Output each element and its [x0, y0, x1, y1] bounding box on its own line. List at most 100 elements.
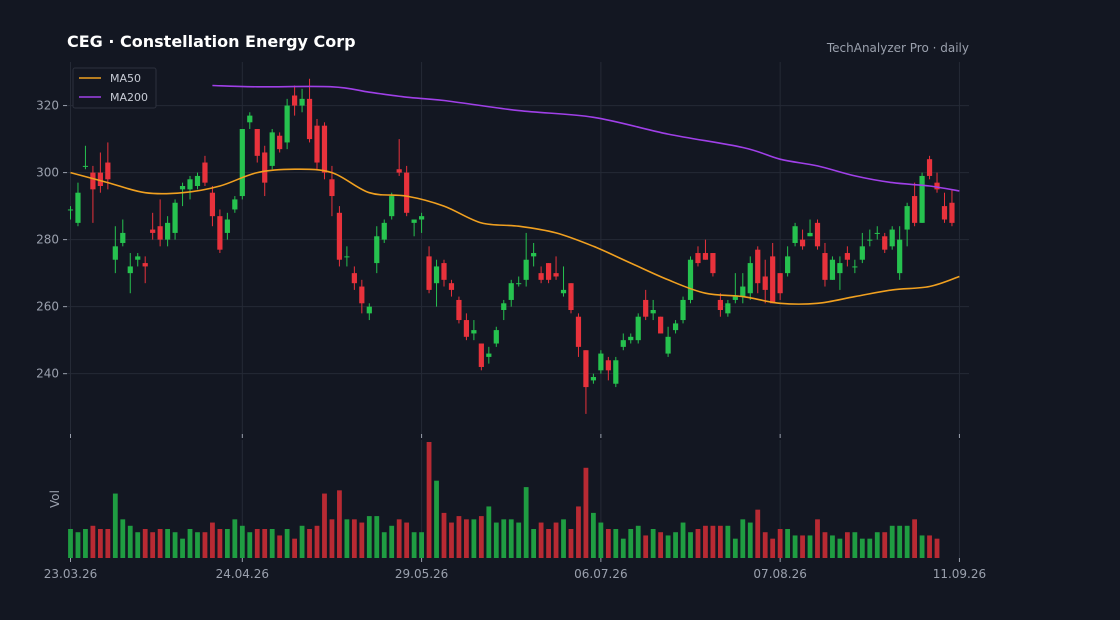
legend: MA50 MA200 [72, 67, 157, 109]
volume-bar [374, 516, 380, 558]
candle-body [314, 125, 320, 163]
volume-bar [912, 519, 918, 558]
candle-body [814, 222, 821, 247]
candle-body [396, 169, 402, 173]
volume-bar [90, 525, 96, 558]
volume-bar [135, 532, 141, 558]
volume-bar [904, 525, 910, 558]
candle-body [777, 273, 783, 294]
candle-body [120, 232, 126, 243]
candle-body [105, 162, 111, 180]
date-tick-label: 06.07.26 [574, 567, 627, 581]
candle-body [516, 283, 522, 285]
volume-bar [359, 522, 365, 558]
volume-bar [419, 532, 424, 558]
volume-bar [277, 535, 283, 558]
volume-bar [292, 538, 297, 558]
candle-body [799, 239, 806, 247]
candle-body [568, 283, 574, 310]
volume-bar [239, 525, 245, 558]
volume-bar [337, 490, 342, 558]
volume-bar [710, 525, 716, 558]
candle-body [867, 239, 873, 241]
candle-body [351, 273, 357, 284]
candle-body [882, 236, 888, 250]
volume-bar [538, 522, 544, 558]
volume-bar [449, 522, 454, 558]
volume-bar [120, 519, 126, 558]
candle-body [254, 129, 260, 156]
candle-body [650, 310, 656, 314]
candle-body [426, 256, 432, 290]
date-tick-label: 29.05.26 [395, 567, 448, 581]
volume-bar [546, 529, 551, 558]
candle-body [172, 202, 178, 233]
candle-body [912, 196, 918, 223]
volume-bar [605, 529, 611, 558]
volume-bar [187, 529, 193, 558]
volume-bar [897, 525, 903, 558]
volume-bar [844, 532, 850, 558]
volume-bar [284, 529, 290, 558]
volume-bar [717, 525, 723, 558]
candle-body [658, 316, 664, 334]
volume-bar [620, 538, 626, 558]
candle-body [67, 209, 74, 211]
candle-body [635, 316, 641, 341]
price-tick-label: 320 [36, 99, 59, 113]
volume-bar [815, 519, 820, 558]
volume-bar [262, 529, 268, 558]
candle-body [672, 323, 679, 331]
volume-bar [830, 535, 835, 558]
volume-bar [396, 519, 402, 558]
volume-bar [471, 519, 477, 558]
ma200-line [212, 84, 960, 192]
candle-body [613, 360, 619, 384]
volume-bar [389, 525, 395, 558]
volume-bar [889, 525, 895, 558]
candle-body [306, 98, 313, 140]
volume-bar [740, 519, 746, 558]
volume-bar [762, 532, 768, 558]
volume-bar [927, 535, 932, 558]
candle-body [844, 253, 850, 260]
volume-bar [523, 487, 529, 558]
candle-body [142, 263, 148, 267]
candle-body [508, 283, 514, 300]
candle-body [523, 259, 529, 280]
ma50-line [70, 168, 960, 305]
candle-body [837, 263, 843, 274]
volume-bar [852, 532, 858, 558]
candle-body [374, 236, 380, 264]
candle-body [643, 299, 649, 317]
volume-bar [770, 538, 776, 558]
candle-body [934, 182, 940, 190]
candle-body [135, 256, 141, 260]
volume-bar [643, 535, 649, 558]
date-tick-label: 11.09.26 [933, 567, 986, 581]
candle-body [732, 296, 738, 300]
candle-body [359, 286, 365, 304]
price-tick-label: 240 [36, 367, 59, 381]
candle-body [770, 256, 776, 304]
candle-body [725, 303, 731, 314]
candle-body [740, 286, 746, 297]
candle-body [194, 175, 201, 186]
candle-body [418, 216, 425, 220]
volume-bar [165, 529, 171, 558]
volume-bar [68, 529, 73, 558]
candle-body [157, 226, 163, 240]
candle-body [545, 263, 552, 280]
candle-body [441, 263, 447, 280]
candle-body [598, 353, 604, 371]
candle-body [389, 196, 395, 217]
candle-body [478, 343, 484, 367]
candle-body [531, 253, 537, 257]
candle-body [366, 306, 372, 314]
volume-bar [195, 532, 200, 558]
candle-body [217, 216, 223, 250]
volume-bar [531, 529, 537, 558]
volume-bar [105, 529, 111, 558]
volume-bar [576, 506, 581, 558]
candle-body [807, 232, 813, 237]
